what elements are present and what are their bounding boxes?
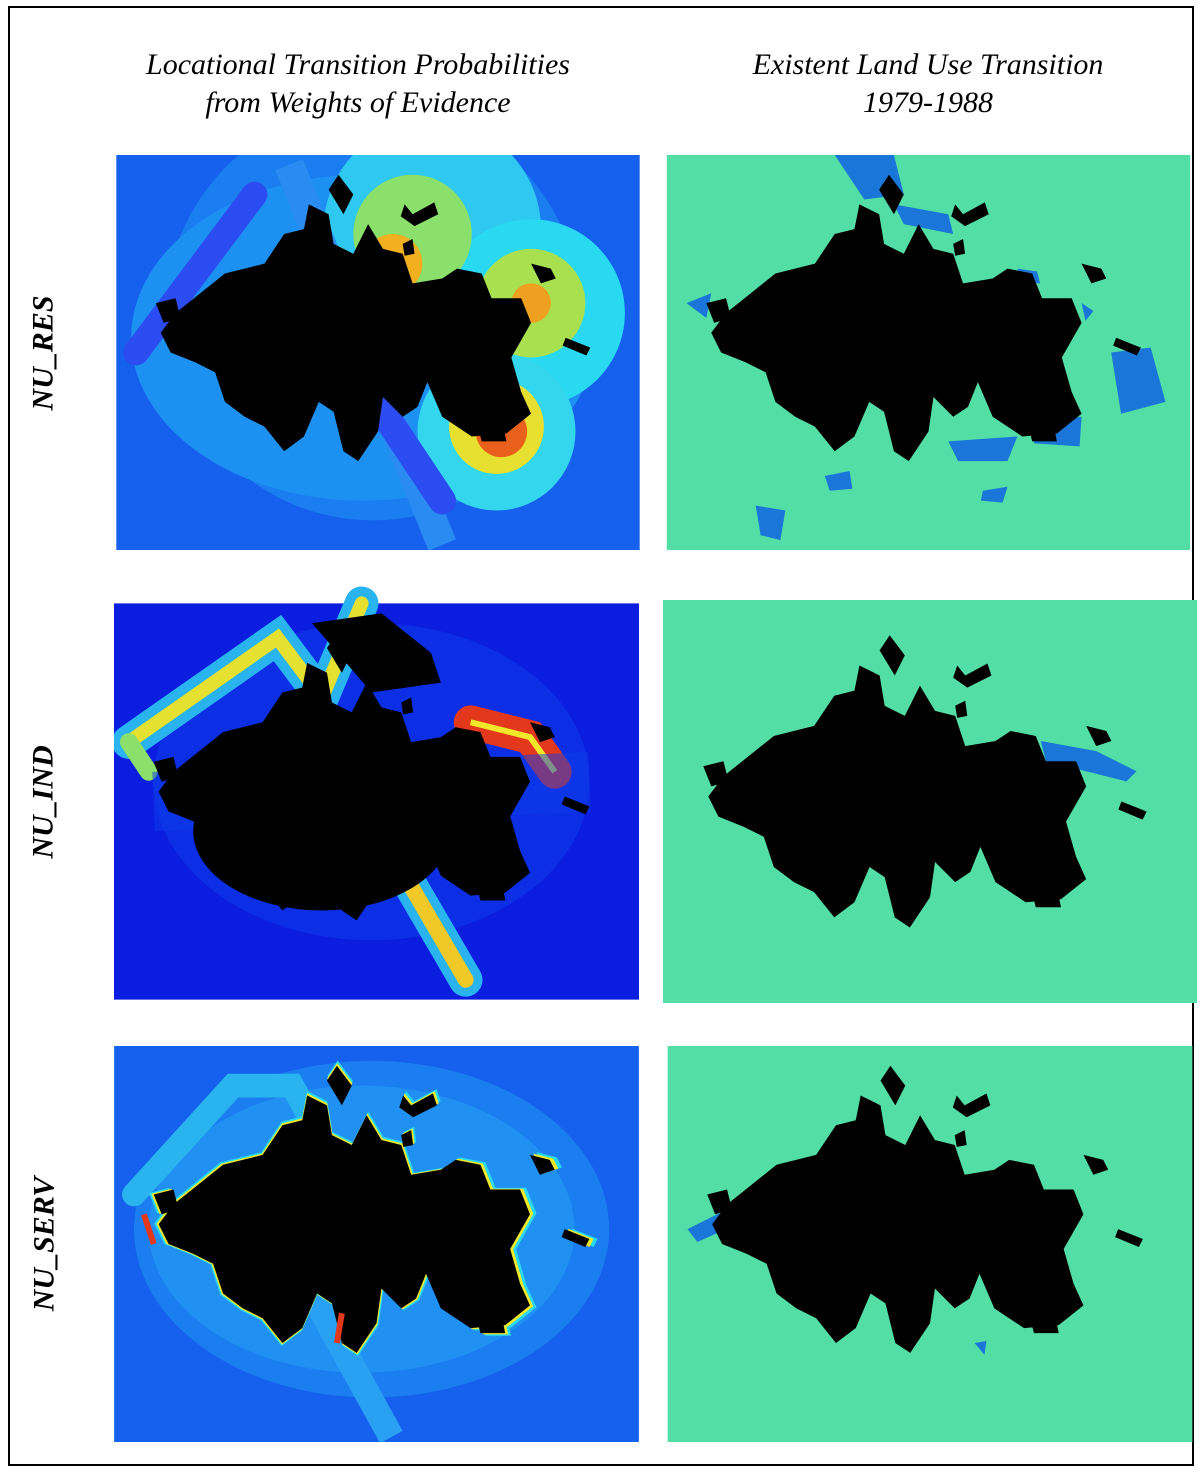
- left-title-line-1: Locational Transition Probabilities: [146, 48, 570, 81]
- nu-ind-transition-map: [663, 599, 1197, 1004]
- right-column-title: Existent Land Use Transition 1979-1988: [668, 46, 1188, 122]
- right-title-line-2: 1979-1988: [863, 86, 993, 119]
- right-title-line-1: Existent Land Use Transition: [752, 48, 1104, 81]
- nu-res-probability-map: [116, 155, 640, 550]
- row-label-nu-serv: NU_SERV: [27, 1176, 61, 1312]
- row-label-nu-res: NU_RES: [27, 294, 61, 411]
- left-column-title: Locational Transition Probabilities from…: [98, 46, 618, 122]
- nu-ind-probability-map: [114, 586, 639, 1000]
- nu-serv-probability-map: [114, 1046, 639, 1442]
- left-title-line-2: from Weights of Evidence: [205, 86, 511, 119]
- row-label-nu-ind: NU_IND: [27, 744, 60, 859]
- nu-res-transition-map: [666, 155, 1191, 550]
- nu-serv-transition-map: [667, 1046, 1193, 1442]
